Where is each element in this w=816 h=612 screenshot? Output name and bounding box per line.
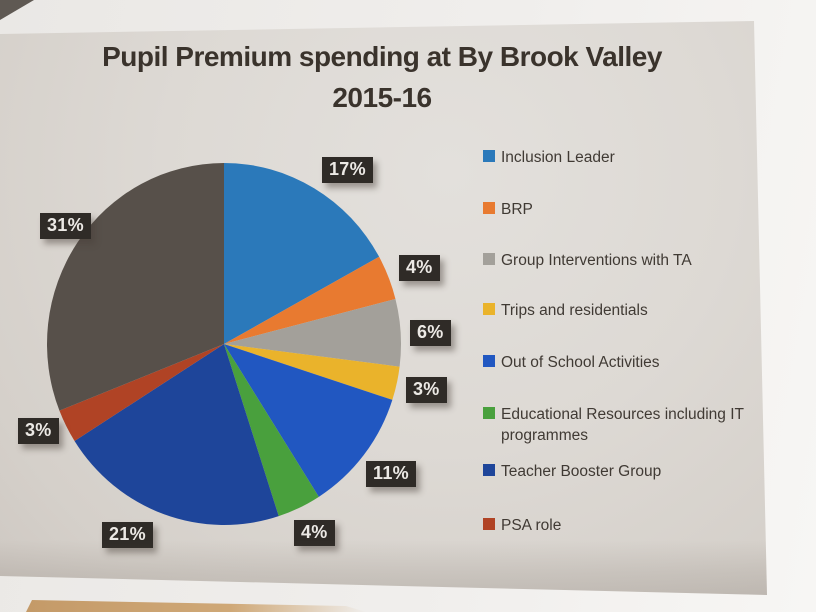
pie-chart — [47, 163, 401, 526]
pie-slice-9 — [47, 163, 225, 411]
pie-slice-6 — [224, 344, 319, 517]
legend-item: Inclusion Leader — [483, 147, 745, 168]
legend-item: Group Interventions with TA — [483, 250, 745, 271]
data-label-17%: 17% — [322, 157, 373, 183]
pie-slice-7 — [74, 344, 279, 526]
legend-marker-icon — [483, 202, 495, 214]
data-label-3%: 3% — [406, 377, 447, 403]
legend-label: PSA role — [501, 517, 562, 534]
table-edge — [26, 600, 366, 612]
legend-marker-icon — [483, 407, 495, 419]
legend-label: BRP — [501, 201, 533, 218]
data-label-31%: 31% — [40, 213, 91, 239]
legend-item: BRP — [483, 199, 745, 220]
chart-title-line2: 2015-16 — [332, 82, 432, 114]
data-label-3%: 3% — [18, 418, 59, 444]
pie-slice-4 — [224, 344, 400, 400]
legend-marker-icon — [483, 303, 495, 315]
legend-label: Teacher Booster Group — [501, 463, 662, 480]
chart-title-line1: Pupil Premium spending at By Brook Valle… — [102, 41, 662, 72]
legend-marker-icon — [483, 150, 495, 162]
pie-slice-5 — [224, 344, 393, 497]
legend-label: Educational Resources including IT progr… — [501, 406, 744, 445]
legend-item: Educational Resources including IT progr… — [483, 404, 745, 447]
data-label-4%: 4% — [294, 520, 335, 546]
legend-marker-icon — [483, 518, 495, 530]
page-edge-shadow — [0, 540, 767, 595]
legend-item: PSA role — [483, 515, 745, 536]
legend-marker-icon — [483, 464, 495, 476]
legend-marker-icon — [483, 355, 495, 367]
pie-slice-1 — [224, 163, 380, 344]
data-label-4%: 4% — [399, 255, 440, 281]
pie-slice-2 — [224, 256, 396, 344]
legend-item: Trips and residentials — [483, 300, 745, 321]
chart-title: Pupil Premium spending at By Brook Valle… — [32, 36, 732, 119]
data-label-21%: 21% — [102, 522, 153, 548]
data-label-11%: 11% — [366, 461, 416, 487]
legend-label: Group Interventions with TA — [501, 252, 692, 269]
legend-label: Out of School Activities — [501, 354, 660, 371]
pie-slice-3 — [224, 298, 401, 367]
legend-item: Teacher Booster Group — [483, 461, 745, 482]
legend-label: Trips and residentials — [501, 302, 648, 319]
legend-item: Out of School Activities — [483, 352, 745, 373]
data-label-6%: 6% — [410, 320, 451, 346]
table-corner — [0, 0, 34, 20]
legend-marker-icon — [483, 253, 495, 265]
legend-label: Inclusion Leader — [501, 149, 615, 166]
pie-slice-8 — [59, 344, 225, 441]
